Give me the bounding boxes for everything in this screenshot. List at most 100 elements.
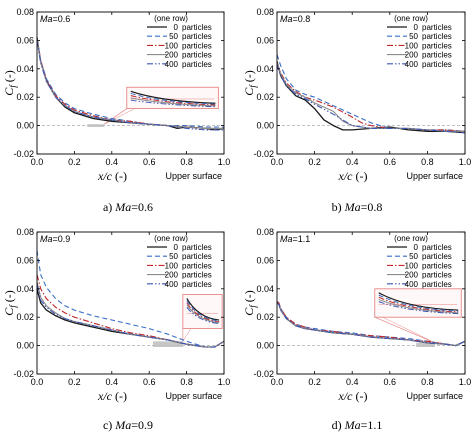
y-axis-label: Cf (-) xyxy=(2,70,18,96)
legend-unit: particles xyxy=(182,261,212,270)
series-line-100 xyxy=(276,301,466,347)
legend-entry-0: 0 xyxy=(174,243,179,252)
zoom-region xyxy=(152,341,183,348)
panel-caption: d) Ma=1.1 xyxy=(332,418,383,432)
y-tick-label: 0.04 xyxy=(256,64,274,74)
y-tick-label: 0.06 xyxy=(256,255,274,265)
x-tick-label: 0.8 xyxy=(421,377,434,387)
x-tick-label: 0.6 xyxy=(384,157,397,167)
y-axis-label: Cf (-) xyxy=(2,290,18,316)
zoom-region xyxy=(416,342,435,348)
inset-curve-200 xyxy=(186,304,220,324)
y-tick-label: 0.06 xyxy=(256,35,274,45)
legend-entry-0: 0 xyxy=(174,23,179,32)
zoom-region xyxy=(87,124,105,128)
inset-curve-100 xyxy=(378,296,459,313)
x-axis-label: x/c (-) xyxy=(97,169,127,183)
upper-surface-label: Upper surface xyxy=(406,391,463,401)
axes-frame xyxy=(36,231,225,375)
inset-connector xyxy=(182,328,192,342)
inset-curve-0 xyxy=(186,298,220,321)
inset-curve-400 xyxy=(186,306,220,325)
chart-panel-2: -0.02 0.00 0.02 0.04 0.06 0.08 0.0 0.2 0.4 0.6 0.8… xyxy=(242,7,471,214)
legend-entry-50: 50 xyxy=(409,32,418,41)
series-line-50 xyxy=(36,250,225,348)
legend-unit: particles xyxy=(422,261,452,270)
x-tick-label: 0.0 xyxy=(271,377,284,387)
series-line-50 xyxy=(36,38,224,128)
y-tick-label: -0.02 xyxy=(13,149,34,159)
legend-unit: particles xyxy=(182,51,212,60)
legend-entry-0: 0 xyxy=(414,23,419,32)
inset-curve-50 xyxy=(378,294,459,312)
legend-header: (one row) xyxy=(154,14,188,23)
y-tick-label: 0.02 xyxy=(256,92,274,102)
inset-connector xyxy=(382,316,436,343)
series-line-400 xyxy=(276,302,466,347)
legend-unit: particles xyxy=(422,280,452,289)
x-tick-label: 0.0 xyxy=(31,157,44,167)
x-tick-label: 1.0 xyxy=(218,377,231,387)
x-tick-label: 0.4 xyxy=(106,377,119,387)
y-tick-label: 0.02 xyxy=(256,312,274,322)
y-tick-label: -0.02 xyxy=(13,369,34,379)
y-axis-label: Cf (-) xyxy=(242,70,258,96)
inset-curve-400 xyxy=(378,301,459,315)
x-axis-label: x/c (-) xyxy=(338,389,368,403)
panel-caption: a) Ma=0.6 xyxy=(103,200,153,214)
y-tick-label: 0.04 xyxy=(16,284,34,294)
legend-entry-400: 400 xyxy=(165,60,179,69)
legend-entry-0: 0 xyxy=(414,243,419,252)
x-tick-label: 0.4 xyxy=(346,377,359,387)
legend-entry-200: 200 xyxy=(405,51,419,60)
legend-unit: particles xyxy=(422,41,452,50)
x-tick-label: 0.2 xyxy=(308,157,321,167)
legend-unit: particles xyxy=(422,23,452,32)
legend-header: (one row) xyxy=(154,234,188,243)
y-tick-label: 0.06 xyxy=(16,35,34,45)
chart-panel-4: -0.02 0.00 0.02 0.04 0.06 0.08 0.0 0.2 0.4 0.6 0.8… xyxy=(242,227,471,432)
legend-entry-400: 400 xyxy=(165,280,179,289)
legend-unit: particles xyxy=(182,32,212,41)
series-line-200 xyxy=(276,62,465,132)
axes-frame xyxy=(276,231,466,375)
legend-entry-50: 50 xyxy=(169,32,178,41)
x-tick-label: 0.2 xyxy=(308,377,321,387)
y-tick-label: 0.00 xyxy=(16,341,34,351)
x-tick-label: 1.0 xyxy=(218,157,231,167)
x-axis-label: x/c (-) xyxy=(338,169,368,183)
x-tick-label: 0.2 xyxy=(68,157,81,167)
series-line-400 xyxy=(36,40,224,131)
x-tick-label: 0.6 xyxy=(143,377,156,387)
upper-surface-label: Upper surface xyxy=(165,391,222,401)
legend-unit: particles xyxy=(182,41,212,50)
legend-unit: particles xyxy=(182,271,212,280)
x-tick-label: 1.0 xyxy=(459,377,472,387)
chart-panel-3: -0.02 0.00 0.02 0.04 0.06 0.08 0.0 0.2 0.4 0.6 0.8… xyxy=(2,227,230,432)
inset-curve-100 xyxy=(186,302,220,323)
y-tick-label: -0.02 xyxy=(253,369,274,379)
legend-unit: particles xyxy=(422,32,452,41)
legend-entry-100: 100 xyxy=(405,261,419,270)
y-axis-label: Cf (-) xyxy=(242,290,258,316)
x-tick-label: 0.0 xyxy=(271,157,284,167)
upper-surface-label: Upper surface xyxy=(165,171,222,181)
series-line-100 xyxy=(276,62,466,132)
y-tick-label: 0.00 xyxy=(256,341,274,351)
y-tick-label: 0.08 xyxy=(256,227,274,237)
chart-panel-1: -0.02 0.00 0.02 0.04 0.06 0.08 0.0 0.2 0.4 0.6 0.8… xyxy=(2,7,230,214)
legend-unit: particles xyxy=(422,252,452,261)
inset-curve-200 xyxy=(130,97,216,107)
legend-unit: particles xyxy=(182,60,212,69)
inset-curve-0 xyxy=(130,90,216,104)
x-axis-label: x/c (-) xyxy=(97,389,127,403)
y-tick-label: -0.02 xyxy=(253,149,274,159)
y-tick-label: 0.02 xyxy=(16,312,34,322)
legend-entry-200: 200 xyxy=(165,271,179,280)
legend-unit: particles xyxy=(182,23,212,32)
panel-caption: c) Ma=0.9 xyxy=(103,418,153,432)
panel-caption: b) Ma=0.8 xyxy=(332,200,383,214)
legend-entry-200: 200 xyxy=(165,51,179,60)
